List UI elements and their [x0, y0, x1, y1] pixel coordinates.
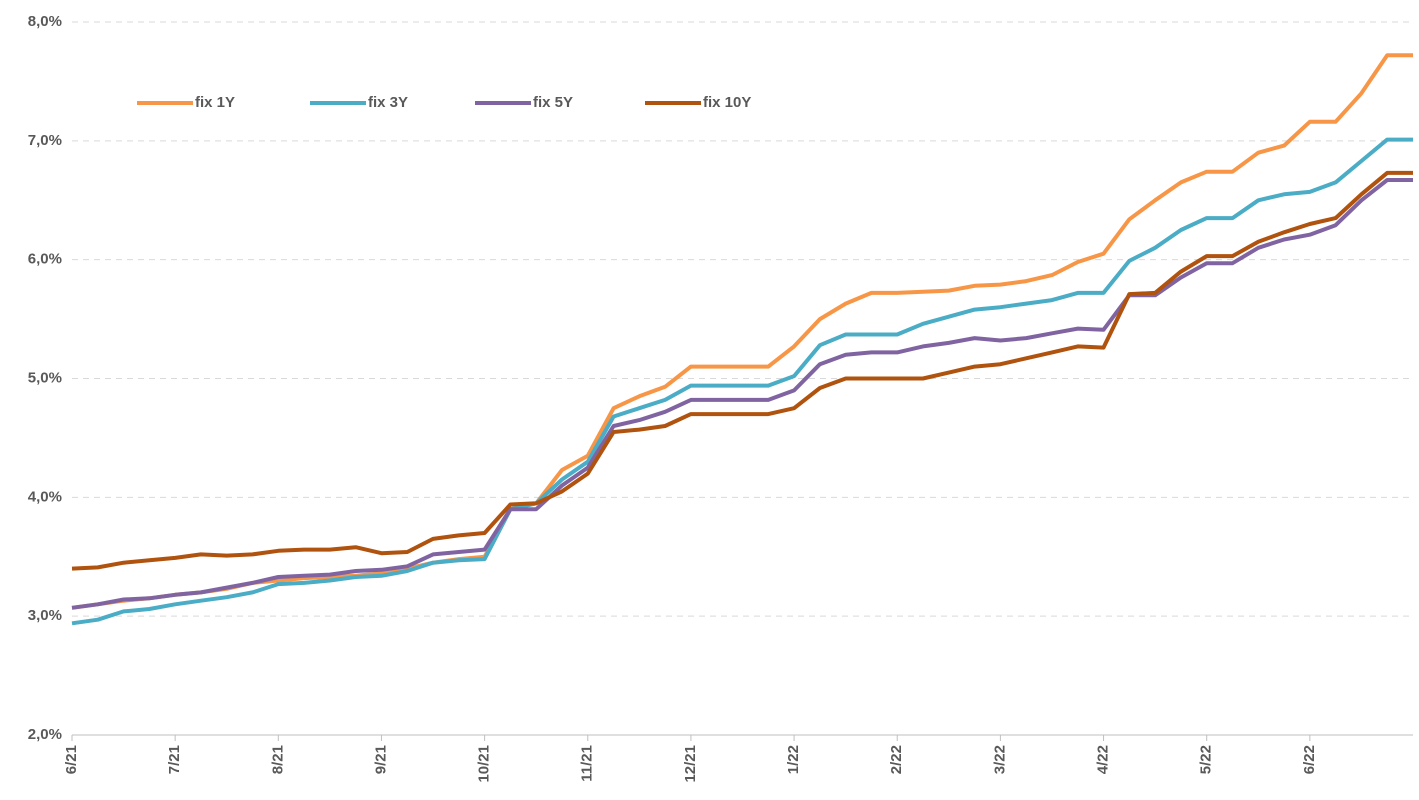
series-line: [71, 170, 1413, 571]
legend-label: fix 10Y: [703, 94, 751, 111]
y-tick-label: 3,0%: [28, 607, 62, 624]
y-tick-label: 8,0%: [28, 13, 62, 30]
y-tick-label: 4,0%: [28, 488, 62, 505]
series-line: [71, 53, 1413, 610]
x-tick-label: 2/22: [888, 745, 905, 774]
y-tick-label: 6,0%: [28, 251, 62, 268]
y-tick-label: 7,0%: [28, 132, 62, 149]
x-tick-label: 10/21: [476, 745, 493, 783]
x-tick-label: 6/21: [63, 745, 80, 774]
series-line: [71, 137, 1413, 626]
x-tick-label: 7/21: [166, 745, 183, 774]
legend-label: fix 3Y: [368, 94, 408, 111]
x-tick-label: 3/22: [991, 745, 1008, 774]
y-tick-label: 2,0%: [28, 726, 62, 743]
x-tick-label: 11/21: [579, 745, 596, 782]
y-tick-label: 5,0%: [28, 369, 62, 386]
x-tick-label: 9/21: [372, 745, 389, 774]
x-tick-label: 6/22: [1301, 745, 1318, 774]
x-tick-label: 12/21: [682, 745, 699, 783]
x-tick-label: 5/22: [1198, 745, 1215, 774]
legend-label: fix 1Y: [195, 94, 235, 111]
x-tick-label: 4/22: [1095, 745, 1112, 774]
series-line: [71, 178, 1413, 610]
x-tick-label: 8/21: [269, 745, 286, 774]
legend-label: fix 5Y: [533, 94, 573, 111]
x-tick-label: 1/22: [785, 745, 802, 774]
